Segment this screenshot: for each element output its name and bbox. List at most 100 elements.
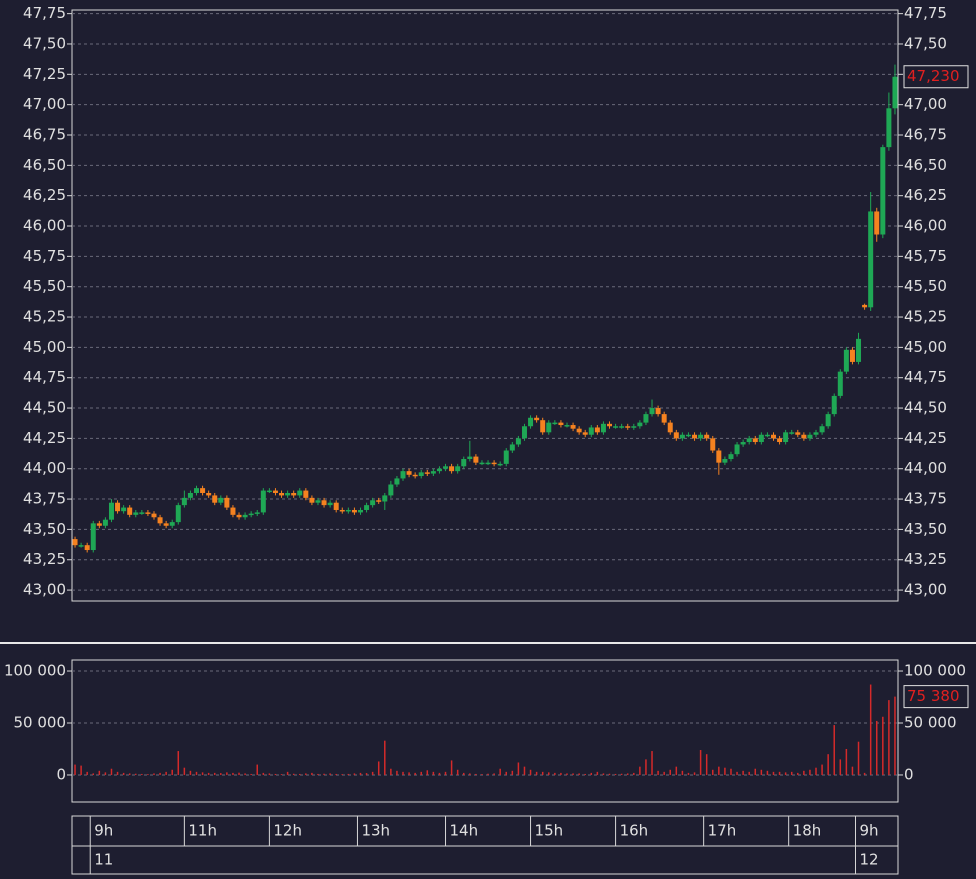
candle-body — [351, 509, 357, 513]
volume-bar — [481, 774, 483, 775]
y-tick-label: 45,50 — [904, 277, 947, 295]
y-tick-label: 44,75 — [904, 368, 947, 386]
y-tick-label: 50 000 — [14, 713, 67, 731]
volume-bar — [548, 772, 550, 775]
candle-body — [157, 517, 163, 524]
candle-body — [139, 512, 145, 514]
candle-body — [685, 434, 691, 437]
y-tick-label: 43,75 — [23, 490, 66, 508]
volume-bar — [250, 773, 252, 775]
candle-body — [370, 500, 376, 506]
volume-bar — [687, 772, 690, 775]
candle-body — [364, 505, 370, 510]
y-tick-label: 45,75 — [23, 247, 66, 265]
volume-bar — [681, 770, 684, 775]
volume-bar — [845, 748, 848, 775]
volume-bar — [882, 716, 884, 775]
candle-body — [145, 512, 151, 514]
volume-bar — [444, 771, 447, 775]
candle-body — [862, 304, 868, 308]
candle-body — [728, 454, 734, 460]
candle-body — [151, 513, 157, 518]
candle-body — [84, 545, 90, 551]
last-volume-label: 75 380 — [907, 687, 960, 705]
volume-bar — [523, 766, 526, 775]
volume-bar — [863, 772, 866, 775]
plot-frame — [71, 659, 899, 803]
volume-bar — [487, 773, 489, 775]
volume-bar — [669, 769, 671, 775]
candle-body — [424, 472, 430, 474]
volume-bar — [554, 772, 556, 775]
candle-body — [710, 438, 716, 451]
volume-bar — [450, 760, 453, 775]
volume-bar — [408, 772, 410, 775]
candle-body — [874, 211, 880, 235]
y-tick-label: 44,50 — [904, 399, 947, 417]
y-tick-label: 45,25 — [904, 308, 947, 326]
candle-body — [764, 434, 770, 437]
volume-bar — [821, 764, 823, 775]
y-tick-label: 45,00 — [904, 338, 947, 356]
candle-body — [825, 414, 831, 427]
candle-body — [212, 495, 218, 503]
candle-body — [279, 492, 285, 496]
candle-body — [394, 478, 400, 485]
candle-body — [181, 497, 187, 506]
candle-body — [333, 502, 339, 510]
volume-bar — [724, 767, 726, 775]
candle-body — [783, 432, 789, 443]
candle-body — [169, 522, 175, 526]
y-tick-label: 43,25 — [904, 550, 947, 568]
volume-bar — [718, 766, 720, 775]
candle-body — [819, 426, 825, 433]
candle-body — [491, 462, 497, 465]
volume-bar — [469, 773, 471, 775]
y-tick-label: 50 000 — [904, 713, 957, 731]
volume-bar — [438, 772, 441, 775]
y-tick-label: 47,00 — [23, 95, 66, 113]
volume-bar — [778, 771, 781, 775]
candle-body — [102, 519, 108, 526]
volume-bar — [317, 773, 319, 775]
volume-bar — [426, 770, 429, 775]
candle-body — [127, 507, 133, 515]
candle-body — [564, 425, 570, 427]
candle-body — [607, 423, 613, 427]
volume-bar — [414, 772, 416, 775]
candle-body — [856, 338, 862, 362]
volume-bar — [201, 772, 204, 775]
volume-bar — [572, 773, 574, 775]
volume-bar — [122, 772, 125, 775]
y-tick-label: 44,75 — [23, 368, 66, 386]
volume-bar — [135, 773, 137, 775]
candle-body — [570, 425, 576, 429]
candle-body — [327, 502, 333, 506]
y-tick-label: 46,50 — [23, 156, 66, 174]
candle-body — [461, 459, 467, 467]
volume-bar — [857, 741, 860, 775]
candle-body — [880, 147, 886, 235]
candle-body — [868, 211, 874, 308]
y-tick-label: 43,50 — [904, 520, 947, 538]
x-tick-label: 16h — [620, 822, 649, 840]
volume-bar — [614, 773, 617, 775]
candle-body — [777, 438, 783, 443]
y-tick-label: 44,50 — [23, 399, 66, 417]
y-tick-label: 47,75 — [23, 4, 66, 22]
volume-bar — [693, 772, 696, 775]
candle-body — [679, 434, 685, 439]
volume-bar — [347, 773, 350, 775]
volume-bar — [268, 773, 271, 775]
x-tick-label: 14h — [450, 822, 479, 840]
candle-body — [613, 426, 619, 428]
candle-body — [218, 497, 224, 503]
plot-frame — [71, 9, 899, 602]
y-tick-label: 46,75 — [904, 125, 947, 143]
candle-body — [540, 420, 546, 433]
y-tick-label: 47,00 — [904, 95, 947, 113]
y-tick-label: 43,75 — [904, 490, 947, 508]
y-tick-label: 0 — [904, 765, 914, 783]
candle-body — [594, 427, 600, 433]
